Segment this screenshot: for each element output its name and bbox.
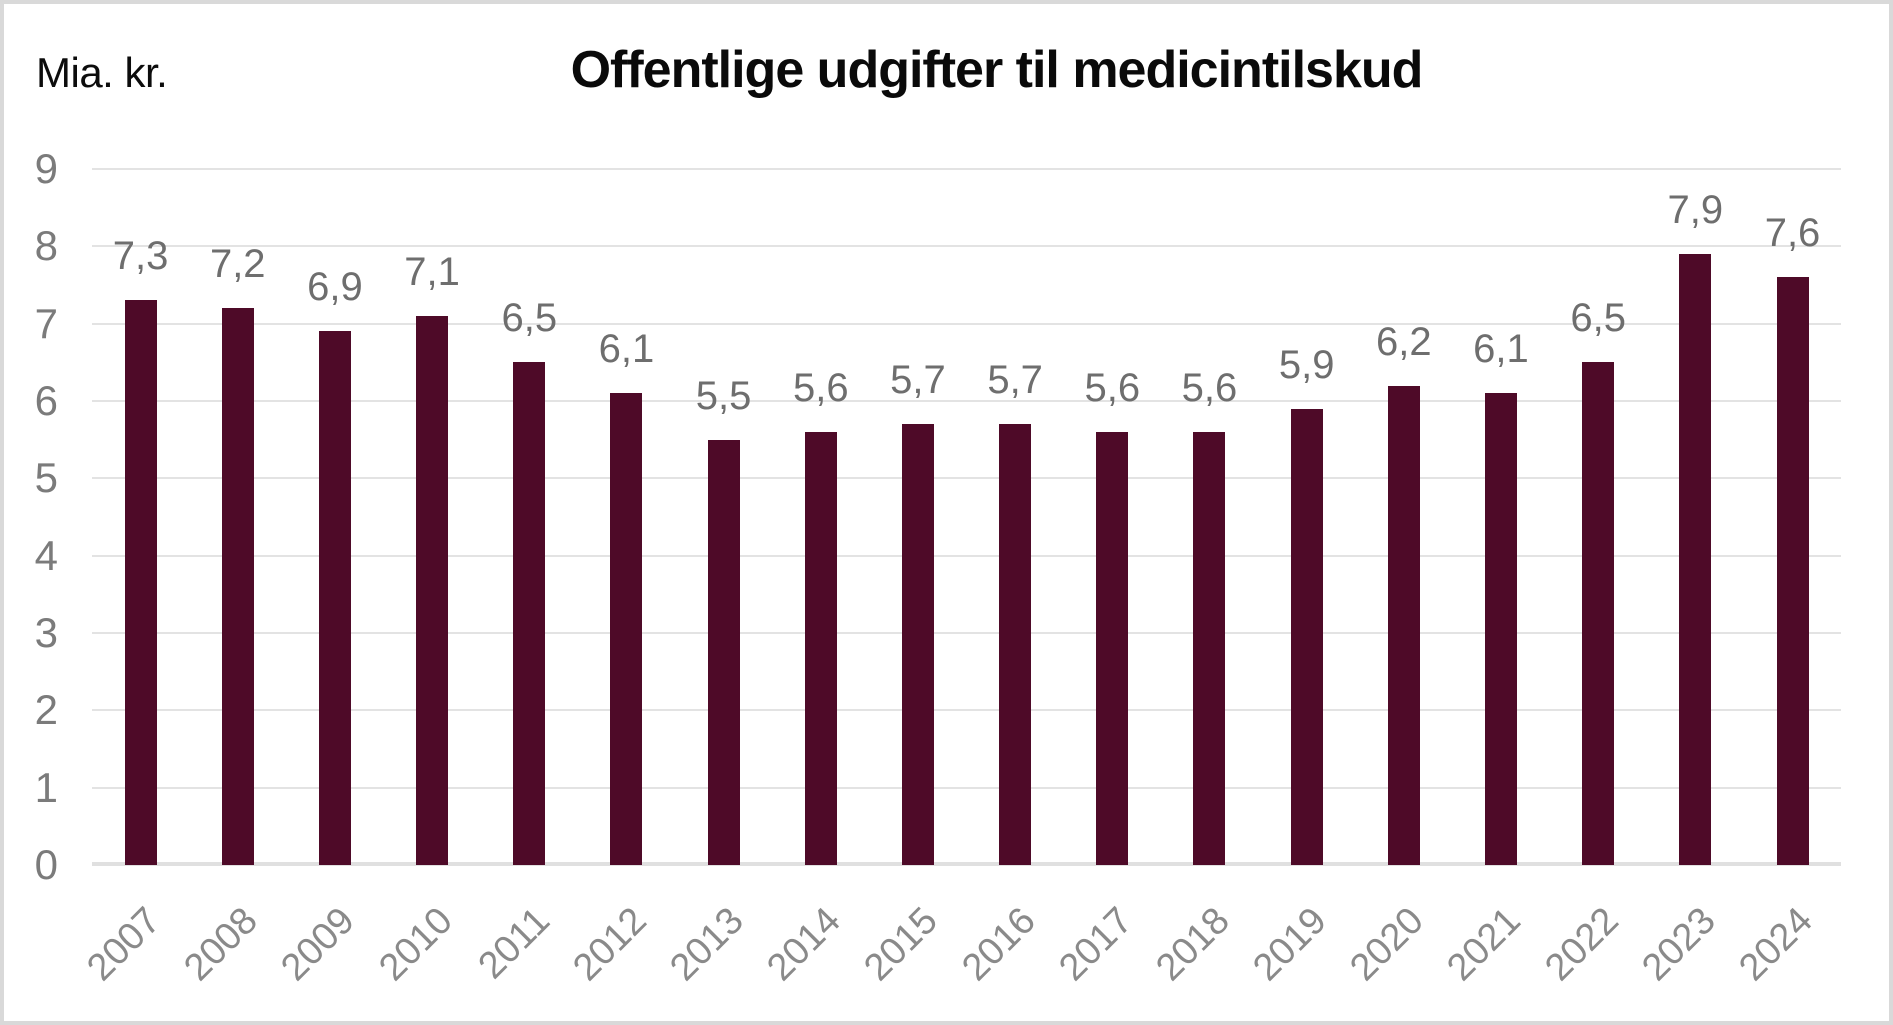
bar-column: 6,1 2021 (1440, 169, 1549, 989)
bar-value-label: 5,6 (1181, 365, 1238, 410)
bar-value-label: 5,9 (1278, 342, 1335, 387)
bar (1193, 431, 1226, 865)
y-tick-label: 4 (34, 531, 58, 579)
x-axis-label: 2017 (1051, 899, 1141, 990)
y-tick-label: 2 (34, 686, 58, 734)
bar-value-label: 7,1 (404, 249, 460, 294)
gridline (92, 168, 1841, 170)
x-axis-label: 2007 (79, 899, 169, 990)
bar-series: 7,3 2007 7,2 2008 6,9 2009 7,1 2010 6,5 2011 6,1 20… (79, 169, 1841, 990)
y-tick-label: 9 (34, 145, 58, 192)
bar-column: 5,5 2013 (662, 169, 772, 989)
x-axis-label: 2018 (1148, 899, 1238, 990)
gridline (92, 245, 1841, 248)
bar-value-label: 6,5 (501, 296, 558, 341)
x-axis-label: 2008 (176, 899, 267, 990)
bar-column: 6,9 2009 (274, 169, 383, 989)
gridline (92, 862, 1841, 866)
x-axis-label: 2023 (1634, 899, 1724, 990)
bar-column: 7,1 2010 (371, 169, 481, 989)
bar (1387, 385, 1420, 865)
bar-column: 6,1 2012 (565, 169, 675, 989)
bar (707, 439, 740, 865)
bar (513, 362, 546, 865)
gridline (92, 322, 1841, 325)
bar (901, 424, 934, 865)
x-axis-label: 2013 (662, 899, 752, 990)
plot-area: 7,3 2007 7,2 2008 6,9 2009 7,1 2010 6,5 2011 6,1 20… (79, 168, 1841, 990)
bar-value-label: 6,1 (598, 327, 655, 372)
bar (1776, 277, 1809, 865)
x-axis-label: 2016 (953, 899, 1044, 990)
gridline (92, 400, 1841, 403)
x-axis-label: 2022 (1536, 899, 1627, 990)
bar-column: 5,6 2014 (760, 169, 869, 989)
bar (804, 431, 837, 865)
bar-column: 5,6 2018 (1148, 169, 1258, 989)
x-axis-label: 2011 (470, 899, 558, 988)
bar-column: 5,6 2017 (1051, 169, 1161, 989)
bar-column: 5,7 2016 (954, 169, 1064, 989)
bar (124, 300, 157, 865)
chart-title: Offentlige udgifter til medicintilskud (570, 41, 1424, 99)
bar (1484, 393, 1517, 865)
bar-value-label: 6,1 (1473, 327, 1529, 372)
bar (1096, 431, 1129, 865)
bar-column: 7,6 2024 (1731, 169, 1841, 989)
bar-value-label: 5,7 (987, 358, 1043, 403)
y-tick-label: 3 (34, 609, 58, 656)
y-axis-unit-label: Mia. kr. (36, 49, 168, 96)
bar-column: 6,5 2011 (470, 169, 578, 987)
bar (416, 315, 449, 865)
x-axis-label: 2019 (1245, 899, 1335, 990)
gridline (92, 709, 1841, 712)
gridline (92, 786, 1841, 789)
x-axis-label: 2012 (565, 899, 655, 990)
y-tick-label: 0 (34, 841, 58, 888)
bar-column: 5,7 2015 (857, 169, 966, 989)
x-axis-label: 2020 (1342, 899, 1433, 990)
y-tick-label: 8 (34, 222, 58, 270)
bar-value-label: 5,6 (1084, 365, 1141, 410)
x-axis-label: 2010 (370, 899, 461, 990)
x-axis-label: 2009 (273, 899, 364, 990)
y-tick-label: 5 (34, 454, 58, 502)
bar (1679, 254, 1712, 865)
bar-value-label: 6,9 (307, 265, 363, 310)
y-tick-label: 7 (34, 299, 58, 347)
bar-value-label: 7,3 (112, 234, 169, 279)
bar-value-label: 6,5 (1570, 296, 1626, 341)
bar (221, 308, 254, 865)
bar (999, 424, 1032, 865)
x-axis-label: 2014 (759, 899, 850, 990)
bar-column: 6,5 2022 (1537, 169, 1647, 989)
bar-column: 5,9 2019 (1245, 169, 1355, 989)
bar-value-label: 5,6 (792, 365, 849, 410)
bar-value-label: 7,6 (1764, 211, 1821, 256)
y-tick-label: 1 (34, 763, 58, 811)
x-axis-label: 2024 (1731, 899, 1821, 990)
bar (1582, 362, 1615, 865)
bar-column: 7,3 2007 (79, 169, 189, 989)
gridline (92, 632, 1841, 635)
bar (610, 393, 643, 865)
x-axis-label: 2015 (856, 899, 947, 990)
bar-value-label: 7,2 (209, 242, 266, 287)
bar-value-label: 5,7 (890, 358, 946, 403)
bar-value-label: 5,5 (695, 373, 752, 418)
x-axis-label: 2021 (1439, 899, 1530, 990)
gridline (92, 554, 1841, 557)
bar-column: 6,2 2020 (1343, 169, 1452, 990)
gridline (92, 477, 1841, 480)
y-tick-label: 6 (34, 377, 58, 424)
bar (1290, 408, 1323, 865)
y-axis: 0 1 2 3 4 5 6 7 8 9 (6, 148, 58, 886)
bar (318, 331, 351, 865)
bar-column: 7,2 2008 (177, 169, 286, 989)
bar-column: 7,9 2023 (1634, 169, 1744, 989)
bar-value-label: 7,9 (1667, 188, 1724, 233)
bar-value-label: 6,2 (1376, 319, 1432, 364)
